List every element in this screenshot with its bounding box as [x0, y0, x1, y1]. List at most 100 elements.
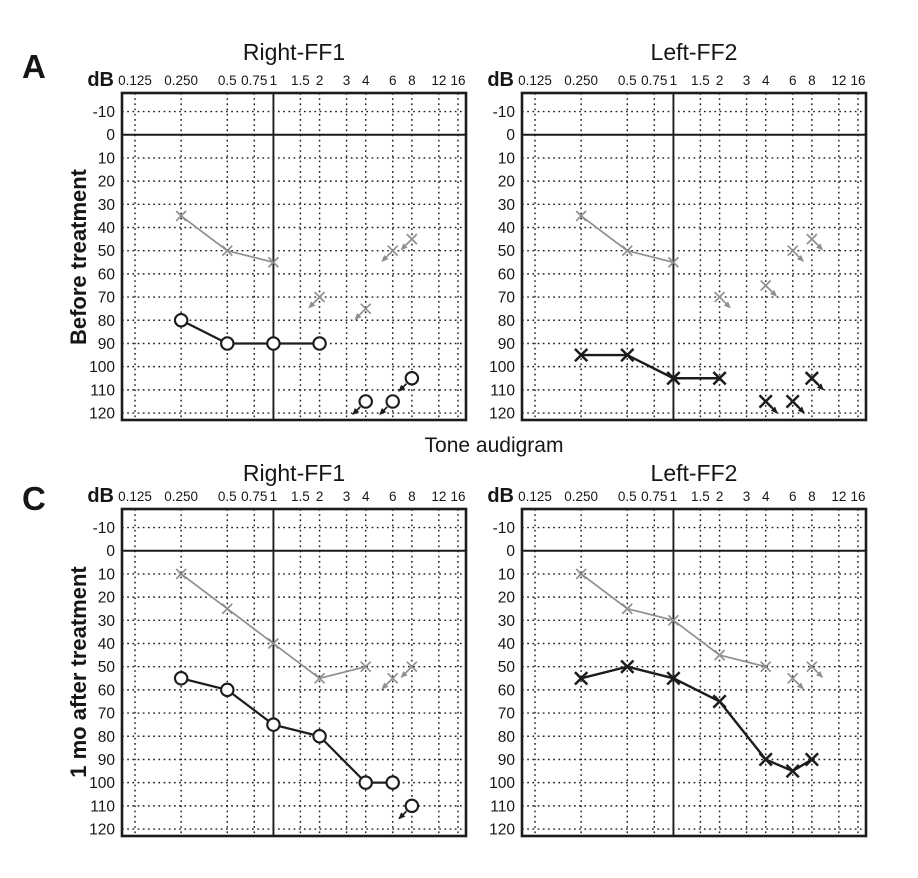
y-tick-label: 40 [98, 220, 116, 237]
y-tick-label: 60 [498, 682, 516, 699]
marker-x [806, 661, 818, 673]
x-tick-label: 1 [270, 489, 278, 504]
plot-frame [520, 91, 868, 422]
x-tick-label: 12 [431, 489, 446, 504]
marker-x [712, 694, 727, 709]
y-tick-label: 10 [98, 150, 116, 167]
audiogram-before-right-ff1: 0.125 0.250 0.5 0.75 1 1.5 2 3 4 6 8 12 16 -10 0 10 20 30… [87, 69, 468, 423]
marker-x [267, 637, 280, 650]
y-tick-label: -10 [493, 104, 516, 121]
y-tick-label: 0 [106, 127, 115, 144]
x-tick-label: 2 [316, 73, 324, 88]
y-tick-label: 90 [98, 336, 116, 353]
y-tick-label: 30 [98, 197, 116, 214]
marker-x [666, 671, 681, 686]
no-response-arrowhead [308, 301, 316, 309]
x-tick-label: 1.5 [691, 489, 710, 504]
no-response-arrowhead [816, 383, 825, 391]
no-response-arrowhead [770, 406, 778, 414]
y-tick-label: 120 [489, 822, 515, 839]
chart-title-after-right-ff1: Right-FF1 [242, 460, 346, 486]
marker-x [804, 371, 819, 386]
x-tick-label: 1 [670, 489, 678, 504]
marker-x [574, 671, 589, 686]
y-tick-label: 10 [498, 150, 516, 167]
marker-circle [312, 729, 327, 744]
marker-x [713, 649, 726, 661]
x-tick-label: 1 [270, 73, 278, 88]
marker-x [666, 371, 681, 386]
y-tick-label: 50 [98, 243, 116, 260]
marker-x [620, 659, 635, 674]
y-tick-label: 30 [498, 613, 516, 630]
y-tick-label: 0 [106, 543, 115, 560]
x-tick-label: 0.75 [241, 489, 267, 504]
figure-center-title: Tone audigram [424, 434, 564, 457]
x-tick-label: 0.5 [218, 73, 237, 88]
y-axis-unit-label: dB [87, 485, 114, 507]
x-tick-label: 1.5 [291, 73, 310, 88]
chart-title-before-right-ff1: Right-FF1 [242, 39, 346, 65]
marker-x [713, 291, 726, 303]
x-tick-label: 6 [389, 73, 397, 88]
no-response-arrowhead [354, 312, 362, 320]
no-response-arrowhead [797, 406, 805, 414]
x-tick-label: 2 [716, 73, 724, 88]
marker-x [620, 347, 635, 363]
y-tick-label: 70 [98, 706, 116, 723]
no-response-arrowhead [816, 670, 824, 679]
marker-x [785, 394, 800, 409]
y-tick-label: 20 [98, 590, 116, 607]
series-line-black-circle-line [180, 319, 320, 345]
y-tick-label: 80 [98, 729, 116, 746]
plot-frame [520, 507, 868, 838]
y-tick-label: -10 [93, 104, 116, 121]
marker-x [575, 210, 587, 222]
plot-frame [120, 91, 468, 422]
x-tick-label: 12 [831, 73, 846, 88]
marker-circle [312, 336, 327, 351]
marker-x [804, 752, 819, 767]
no-response-arrowhead [769, 289, 778, 297]
x-tick-label: 4 [362, 489, 370, 504]
no-response-arrowhead [400, 243, 408, 251]
marker-x [787, 245, 799, 257]
x-tick-label: 16 [450, 489, 465, 504]
marker-circle [358, 775, 373, 790]
y-tick-label: 20 [498, 174, 516, 191]
x-tick-label: 0.75 [641, 489, 667, 504]
x-tick-label: 6 [789, 73, 797, 88]
panel-a-letter: A [22, 48, 46, 85]
y-tick-label: 50 [498, 659, 516, 676]
y-tick-label: 20 [98, 174, 116, 191]
x-tick-label: 2 [316, 489, 324, 504]
plot-frame [120, 507, 468, 838]
x-tick-label: 0.125 [518, 489, 552, 504]
y-tick-label: 100 [89, 775, 115, 792]
audiogram-after-left-ff2: 0.125 0.250 0.5 0.75 1 1.5 2 3 4 6 8 12 16 -10 0 10 20 30… [487, 485, 868, 839]
marker-x [760, 661, 772, 673]
marker-circle [385, 775, 400, 790]
panel-c-letter: C [22, 480, 46, 517]
series-line-black-x-line [581, 353, 720, 380]
y-tick-label: 110 [490, 382, 515, 399]
y-tick-label: 90 [498, 752, 516, 769]
y-tick-label: 10 [498, 566, 516, 583]
x-tick-label: 8 [808, 73, 816, 88]
y-tick-label: 80 [98, 313, 116, 330]
x-tick-label: 8 [408, 73, 416, 88]
y-tick-label: 40 [498, 636, 516, 653]
x-tick-label: 8 [808, 489, 816, 504]
y-tick-label: 50 [498, 243, 516, 260]
y-tick-label: 70 [498, 706, 516, 723]
y-tick-label: 90 [498, 336, 516, 353]
x-tick-label: 4 [762, 489, 770, 504]
marker-circle [173, 313, 189, 328]
marker-x [667, 256, 680, 268]
y-tick-label: 120 [89, 822, 115, 839]
no-response-arrowhead [400, 670, 408, 679]
x-tick-label: 0.5 [618, 489, 637, 504]
no-response-arrowhead [381, 254, 389, 263]
y-tick-label: 110 [490, 798, 515, 815]
